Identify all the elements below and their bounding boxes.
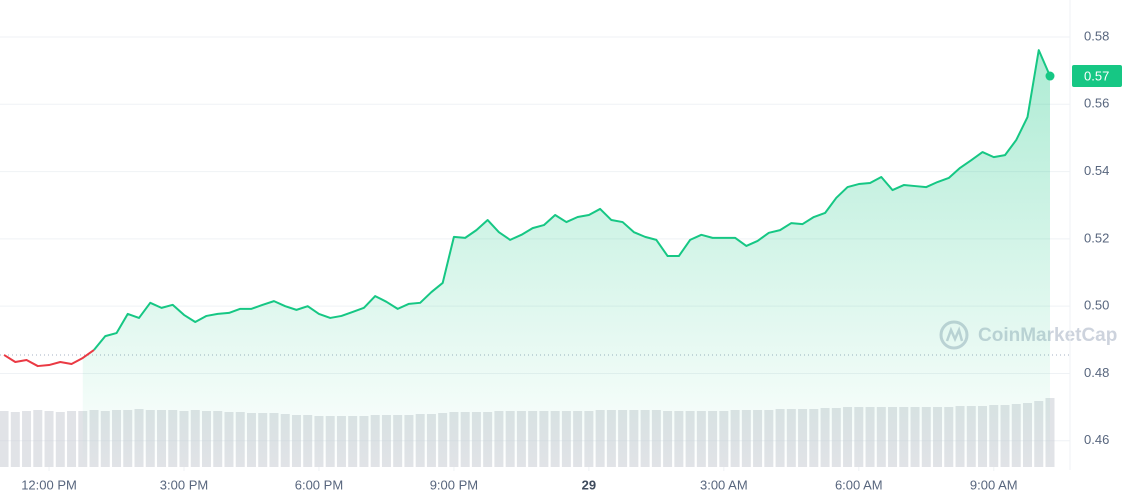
- area-fill: [82, 50, 1050, 468]
- price-line-piece: [93, 49, 1051, 351]
- x-tick-label: 12:00 PM: [21, 477, 77, 492]
- volume-bar: [67, 411, 77, 467]
- y-tick-label: 0.54: [1084, 163, 1109, 178]
- axes: 0.46 0.48 0.50 0.52 0.54 0.56 0.58 12:00 PM 3:00…: [21, 28, 1122, 492]
- x-tick-label: 6:00 PM: [295, 477, 343, 492]
- x-tick-label: 9:00 PM: [430, 477, 478, 492]
- y-tick-label: 0.52: [1084, 230, 1109, 245]
- y-tick-label: 0.50: [1084, 298, 1109, 313]
- volume-bar: [33, 410, 43, 467]
- volume-bar: [44, 411, 54, 467]
- y-tick-label: 0.46: [1084, 432, 1109, 447]
- y-tick-label: 0.48: [1084, 365, 1109, 380]
- y-tick-label: 0.56: [1084, 96, 1109, 111]
- x-tick-label: 6:00 AM: [835, 477, 883, 492]
- last-point: [1045, 71, 1055, 81]
- x-tick-label: 29: [582, 477, 596, 492]
- price-line: [0, 49, 1070, 468]
- x-tick-label: 9:00 AM: [970, 477, 1018, 492]
- volume-bar: [10, 412, 20, 467]
- volume-bar: [0, 411, 9, 467]
- y-tick-label: 0.58: [1084, 28, 1109, 43]
- price-badge: [1072, 65, 1122, 88]
- volume-bar: [22, 411, 32, 467]
- x-tick-label: 3:00 AM: [700, 477, 748, 492]
- price-line-piece: [3, 349, 95, 368]
- volume-bar: [55, 412, 65, 467]
- price-badge-label: 0.57: [1084, 68, 1109, 83]
- x-tick-label: 3:00 PM: [160, 477, 208, 492]
